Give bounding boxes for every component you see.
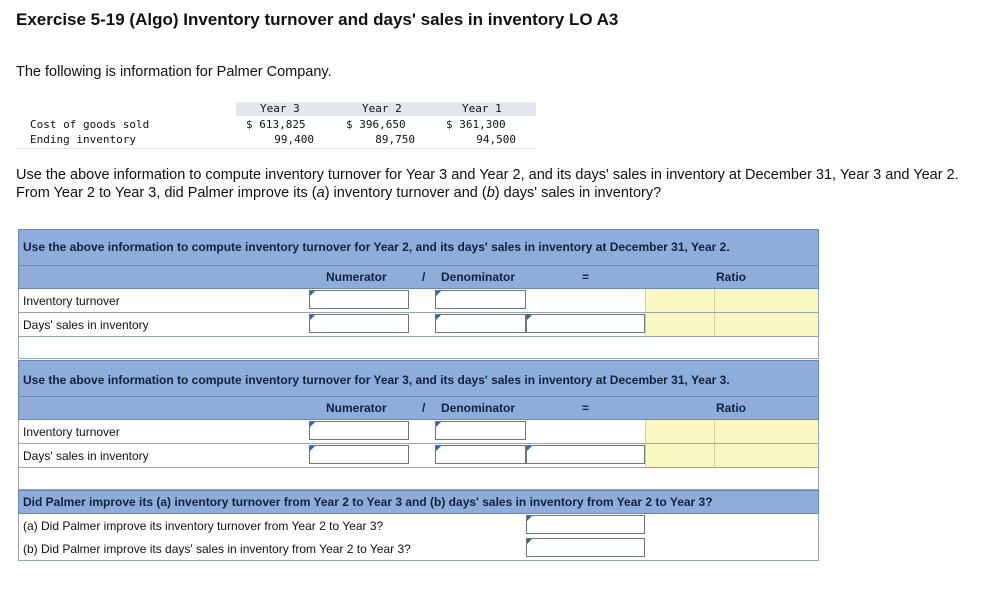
year2-days-denominator-dropdown[interactable] xyxy=(435,314,526,333)
row-label: Days' sales in inventory xyxy=(23,449,149,463)
year3-days-multiplier-dropdown[interactable] xyxy=(526,445,645,464)
year2-turnover-ratio-unit xyxy=(714,289,818,312)
col-slash: / xyxy=(422,401,426,415)
cogs-year3: $ 613,825 xyxy=(246,118,306,131)
question-a-answer-dropdown[interactable] xyxy=(526,515,645,534)
dropdown-marker-icon xyxy=(527,315,532,320)
info-table-header: Year 3 Year 2 Year 1 xyxy=(16,102,536,116)
dropdown-marker-icon xyxy=(527,516,532,521)
intro-text: The following is information for Palmer … xyxy=(16,64,332,80)
year2-turnover-denominator-dropdown[interactable] xyxy=(435,290,526,309)
col-ratio: Ratio xyxy=(716,401,746,415)
year3-turnover-denominator-dropdown[interactable] xyxy=(435,421,526,440)
row-label-ending-inventory: Ending inventory xyxy=(30,133,136,146)
year3-days-ratio-unit xyxy=(714,444,818,467)
question-b-answer-dropdown[interactable] xyxy=(526,538,645,557)
improvement-heading: Did Palmer improve its (a) inventory tur… xyxy=(23,495,713,509)
instructions-text: Use the above information to compute inv… xyxy=(16,167,959,201)
col-denominator: Denominator xyxy=(441,270,516,284)
dropdown-marker-icon xyxy=(527,539,532,544)
col-equals: = xyxy=(582,401,590,415)
improvement-row-a: (a) Did Palmer improve its inventory tur… xyxy=(18,514,819,538)
col-numerator: Numerator xyxy=(326,270,387,284)
spacer-row xyxy=(18,337,819,359)
year3-days-numerator-dropdown[interactable] xyxy=(309,445,409,464)
inventory-year2: 89,750 xyxy=(375,133,415,146)
year3-row-inventory-turnover: Inventory turnover xyxy=(18,420,819,444)
page-title: Exercise 5-19 (Algo) Inventory turnover … xyxy=(16,10,619,29)
dropdown-marker-icon xyxy=(310,422,315,427)
col-header-year2: Year 2 xyxy=(362,102,402,115)
col-numerator: Numerator xyxy=(326,401,387,415)
year2-heading-bar: Use the above information to compute inv… xyxy=(18,229,819,266)
dropdown-marker-icon xyxy=(310,291,315,296)
inventory-year3: 99,400 xyxy=(274,133,314,146)
year2-row-inventory-turnover: Inventory turnover xyxy=(18,289,819,313)
row-label: Days' sales in inventory xyxy=(23,318,149,332)
year2-days-multiplier-dropdown[interactable] xyxy=(526,314,645,333)
year3-column-headers: Numerator / Denominator = Ratio xyxy=(18,397,819,420)
year3-heading: Use the above information to compute inv… xyxy=(23,373,730,387)
row-label: Inventory turnover xyxy=(23,294,120,308)
year2-turnover-ratio-cell[interactable] xyxy=(645,289,714,312)
cogs-year1: $ 361,300 xyxy=(446,118,506,131)
improvement-heading-bar: Did Palmer improve its (a) inventory tur… xyxy=(18,490,819,514)
year3-days-denominator-dropdown[interactable] xyxy=(435,445,526,464)
year2-turnover-numerator-dropdown[interactable] xyxy=(309,290,409,309)
year3-days-ratio-cell[interactable] xyxy=(645,444,714,467)
col-equals: = xyxy=(582,270,590,284)
dropdown-marker-icon xyxy=(527,446,532,451)
col-slash: / xyxy=(422,270,426,284)
year3-turnover-numerator-dropdown[interactable] xyxy=(309,421,409,440)
dropdown-marker-icon xyxy=(310,315,315,320)
dropdown-marker-icon xyxy=(436,291,441,296)
question-b-label: (b) Did Palmer improve its days' sales i… xyxy=(23,542,411,556)
year2-row-days-sales: Days' sales in inventory xyxy=(18,313,819,337)
row-label: Inventory turnover xyxy=(23,425,120,439)
dropdown-marker-icon xyxy=(310,446,315,451)
year2-heading: Use the above information to compute inv… xyxy=(23,240,730,254)
year3-row-days-sales: Days' sales in inventory xyxy=(18,444,819,468)
year3-turnover-ratio-cell[interactable] xyxy=(645,420,714,443)
dropdown-marker-icon xyxy=(436,315,441,320)
cogs-year2: $ 396,650 xyxy=(346,118,406,131)
improvement-row-b: (b) Did Palmer improve its days' sales i… xyxy=(18,537,819,561)
dropdown-marker-icon xyxy=(436,446,441,451)
col-header-year1: Year 1 xyxy=(462,102,502,115)
year2-column-headers: Numerator / Denominator = Ratio xyxy=(18,266,819,289)
dropdown-marker-icon xyxy=(436,422,441,427)
spacer-row xyxy=(18,468,819,490)
col-denominator: Denominator xyxy=(441,401,516,415)
year2-days-ratio-unit xyxy=(714,313,818,336)
inventory-year1: 94,500 xyxy=(476,133,516,146)
year2-days-ratio-cell[interactable] xyxy=(645,313,714,336)
col-header-year3: Year 3 xyxy=(260,102,300,115)
year2-days-numerator-dropdown[interactable] xyxy=(309,314,409,333)
row-label-cogs: Cost of goods sold xyxy=(30,118,150,131)
question-a-label: (a) Did Palmer improve its inventory tur… xyxy=(23,519,384,533)
year3-heading-bar: Use the above information to compute inv… xyxy=(18,360,819,397)
col-ratio: Ratio xyxy=(716,270,746,284)
year3-turnover-ratio-unit xyxy=(714,420,818,443)
